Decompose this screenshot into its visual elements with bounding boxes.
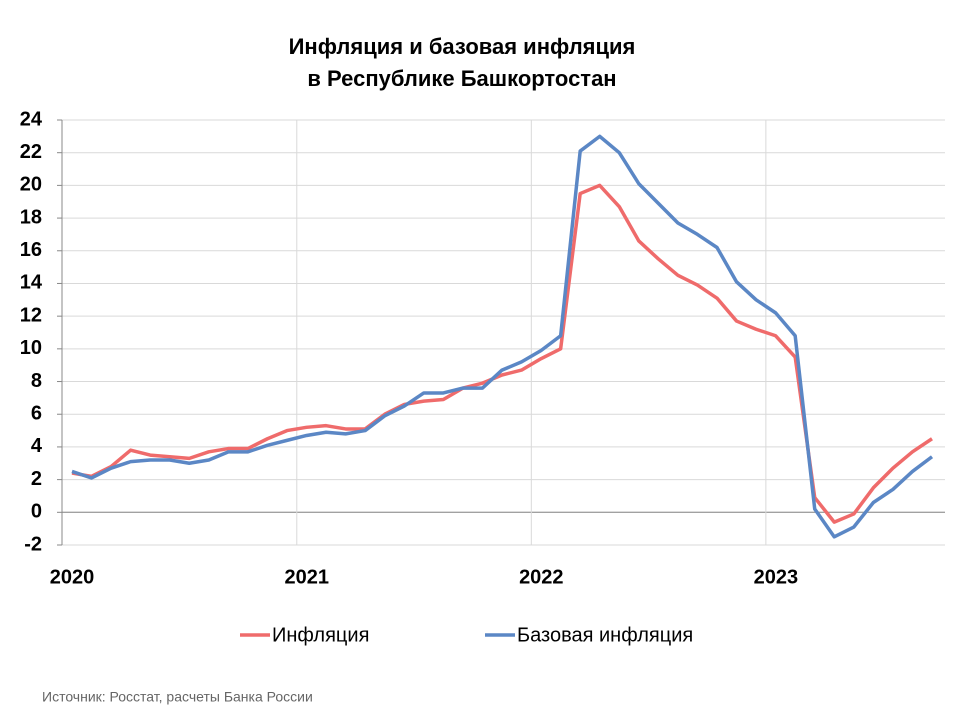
series-line xyxy=(71,183,933,524)
x-tick-label: 2023 xyxy=(754,566,799,588)
x-tick-label: 2021 xyxy=(285,566,330,588)
y-tick-label: 24 xyxy=(20,108,43,130)
legend-label: Инфляция xyxy=(272,624,369,646)
series-line xyxy=(71,134,934,539)
y-tick-label: 20 xyxy=(20,174,42,196)
y-tick-label: 14 xyxy=(20,272,43,294)
y-tick-label: 10 xyxy=(20,337,42,359)
y-tick-label: 12 xyxy=(20,304,42,326)
y-tick-label: 2 xyxy=(31,468,42,490)
y-tick-label: 8 xyxy=(31,370,42,392)
legend-label: Базовая инфляция xyxy=(517,624,693,646)
y-tick-label: 16 xyxy=(20,239,42,261)
chart-title: Инфляция и базовая инфляция xyxy=(289,34,636,59)
source: Источник: Росстат, расчеты Банка России xyxy=(42,689,313,705)
chart-subtitle: в Республике Башкортостан xyxy=(307,66,616,91)
x-tick-label: 2020 xyxy=(50,566,95,588)
y-tick-label: 18 xyxy=(20,206,42,228)
y-tick-label: 22 xyxy=(20,141,42,163)
y-tick-label: 4 xyxy=(31,435,43,457)
x-tick-label: 2022 xyxy=(519,566,564,588)
y-tick-label: 6 xyxy=(31,403,42,425)
y-tick-label: -2 xyxy=(24,533,42,555)
y-tick-label: 0 xyxy=(31,501,42,523)
